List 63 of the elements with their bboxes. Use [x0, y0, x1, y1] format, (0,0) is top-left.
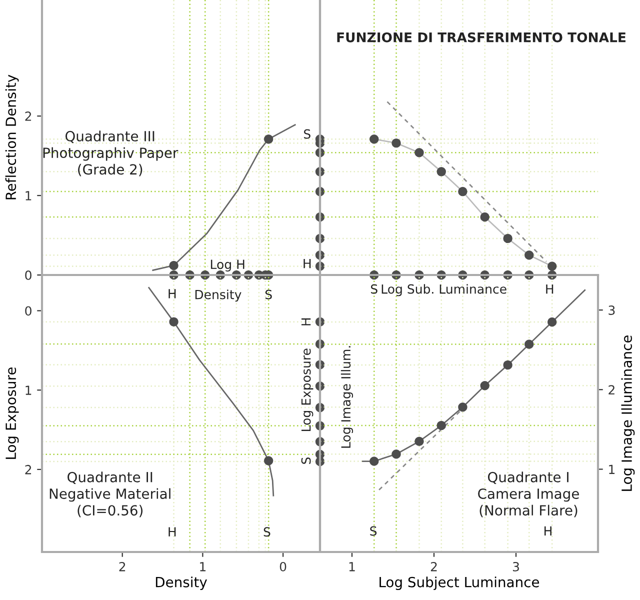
text: FUNZIONE DI TRASFERIMENTO TONALE: [337, 32, 626, 42]
y-tick-label: 1: [609, 464, 615, 474]
point: [458, 402, 468, 412]
annotation: H: [168, 289, 176, 298]
x-tick-label: 1: [200, 562, 206, 572]
point: [169, 317, 178, 326]
x-axis-title: Log Subject Luminance: [380, 576, 540, 590]
point: [524, 250, 534, 260]
point: [547, 262, 557, 271]
x-tick-label: 3: [512, 562, 519, 572]
annotation: S: [301, 457, 311, 464]
point: [392, 138, 401, 148]
annotation: Log Exposure: [301, 348, 314, 431]
point: [503, 360, 512, 370]
point: [370, 134, 379, 144]
point: [524, 340, 534, 349]
y-tick-label: 2: [25, 464, 32, 474]
annotation: Quadrante I Camera Image (Normal Flare): [478, 472, 579, 518]
annotation: Log H: [210, 260, 244, 272]
point: [458, 186, 468, 196]
y-tick-label: 3: [608, 305, 615, 315]
annotation: H: [544, 526, 552, 536]
annotation: S: [264, 527, 270, 537]
point: [547, 317, 557, 327]
point: [480, 212, 490, 222]
y-axis-title: Reflection Density: [5, 74, 19, 200]
point: [480, 381, 490, 390]
x-tick-label: 1: [349, 562, 355, 572]
annotation: Density: [195, 290, 242, 302]
x-axis-title: Density: [156, 576, 207, 590]
y-tick-label: 2: [25, 112, 32, 121]
point: [436, 167, 446, 176]
annotation: S: [265, 290, 272, 300]
x-tick-label: 2: [430, 562, 437, 572]
annotation: H: [301, 318, 311, 326]
annotation: S: [370, 284, 378, 294]
annotation: H: [546, 284, 554, 294]
point: [414, 148, 424, 158]
point: [414, 436, 424, 446]
point: [503, 234, 512, 244]
x-tick-label: 0: [280, 562, 286, 572]
annotation: Quadrante III Photographiv Paper (Grade 2): [43, 130, 178, 176]
point: [264, 456, 274, 466]
annotation: H: [304, 259, 311, 268]
y-axis-title: Log Exposure: [6, 367, 19, 459]
annotation: Log Image Illum.: [340, 346, 354, 448]
y-tick-label: 0: [25, 306, 32, 316]
annotation: Quadrante II Negative Material (CI=0.56): [50, 472, 170, 518]
annotation: Log Sub. Luminance: [382, 284, 506, 296]
point: [436, 420, 446, 430]
y-tick-label: 1: [26, 191, 32, 200]
annotation: S: [370, 526, 377, 536]
annotation: H: [168, 527, 176, 536]
y-tick-label: 1: [26, 386, 32, 395]
point: [392, 449, 401, 459]
point: [264, 134, 274, 144]
y-tick-label: 2: [608, 385, 614, 394]
x-tick-label: 2: [119, 562, 126, 572]
y-axis-title: Log Image Illuminance: [621, 336, 635, 491]
y-tick-label: 0: [25, 270, 32, 280]
point: [169, 260, 178, 270]
annotation: S: [304, 129, 310, 139]
point: [370, 456, 379, 466]
